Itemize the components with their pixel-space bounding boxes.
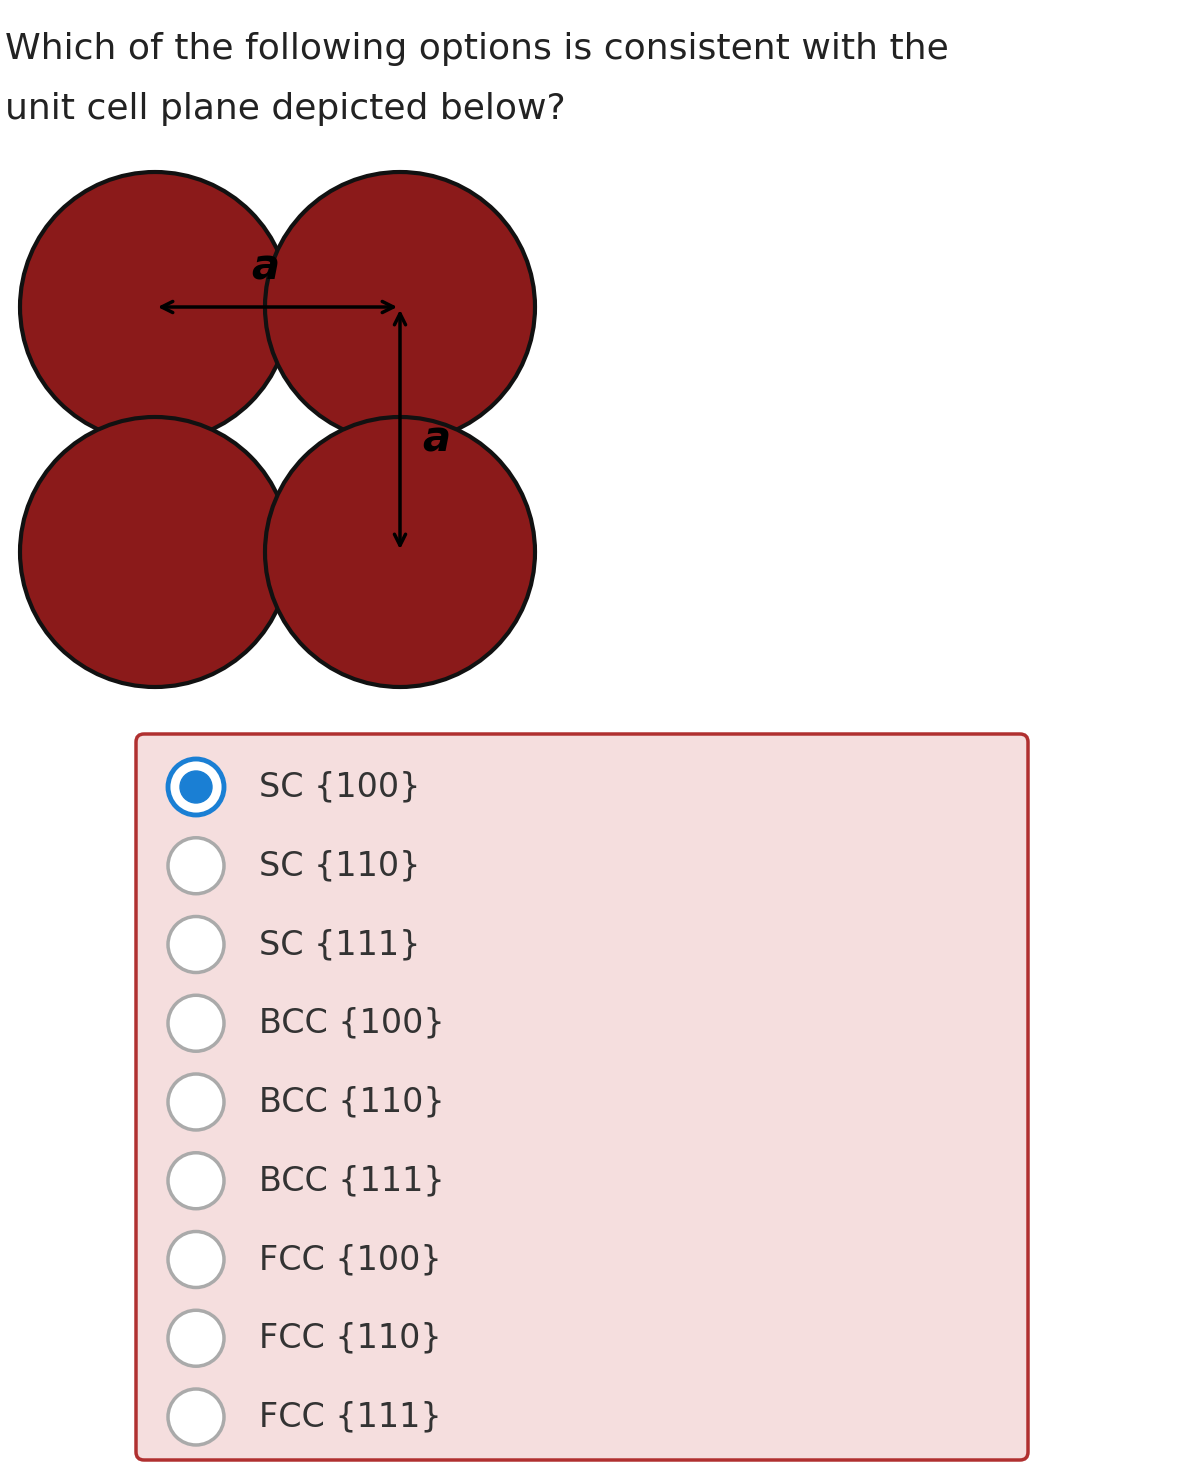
Circle shape: [20, 172, 290, 442]
Text: FCC {100}: FCC {100}: [259, 1243, 442, 1276]
Circle shape: [265, 172, 535, 442]
Circle shape: [20, 417, 290, 687]
Circle shape: [168, 1310, 224, 1366]
Text: BCC {100}: BCC {100}: [259, 1006, 445, 1040]
Circle shape: [168, 1231, 224, 1288]
Text: BCC {110}: BCC {110}: [259, 1086, 445, 1118]
Circle shape: [168, 1153, 224, 1209]
Text: a: a: [422, 418, 450, 461]
Text: Which of the following options is consistent with the: Which of the following options is consis…: [5, 32, 949, 66]
Text: a: a: [251, 246, 280, 289]
Circle shape: [168, 917, 224, 973]
Circle shape: [180, 772, 212, 802]
Text: SC {111}: SC {111}: [259, 929, 420, 961]
Text: FCC {110}: FCC {110}: [259, 1322, 442, 1354]
Circle shape: [168, 995, 224, 1052]
Text: unit cell plane depicted below?: unit cell plane depicted below?: [5, 92, 565, 126]
Circle shape: [168, 1074, 224, 1130]
Text: BCC {111}: BCC {111}: [259, 1165, 445, 1197]
FancyBboxPatch shape: [136, 734, 1028, 1460]
Circle shape: [168, 838, 224, 893]
Text: FCC {111}: FCC {111}: [259, 1401, 442, 1433]
Circle shape: [168, 758, 224, 816]
Circle shape: [168, 1389, 224, 1445]
Circle shape: [265, 417, 535, 687]
Text: SC {100}: SC {100}: [259, 770, 420, 804]
Text: SC {110}: SC {110}: [259, 849, 420, 882]
